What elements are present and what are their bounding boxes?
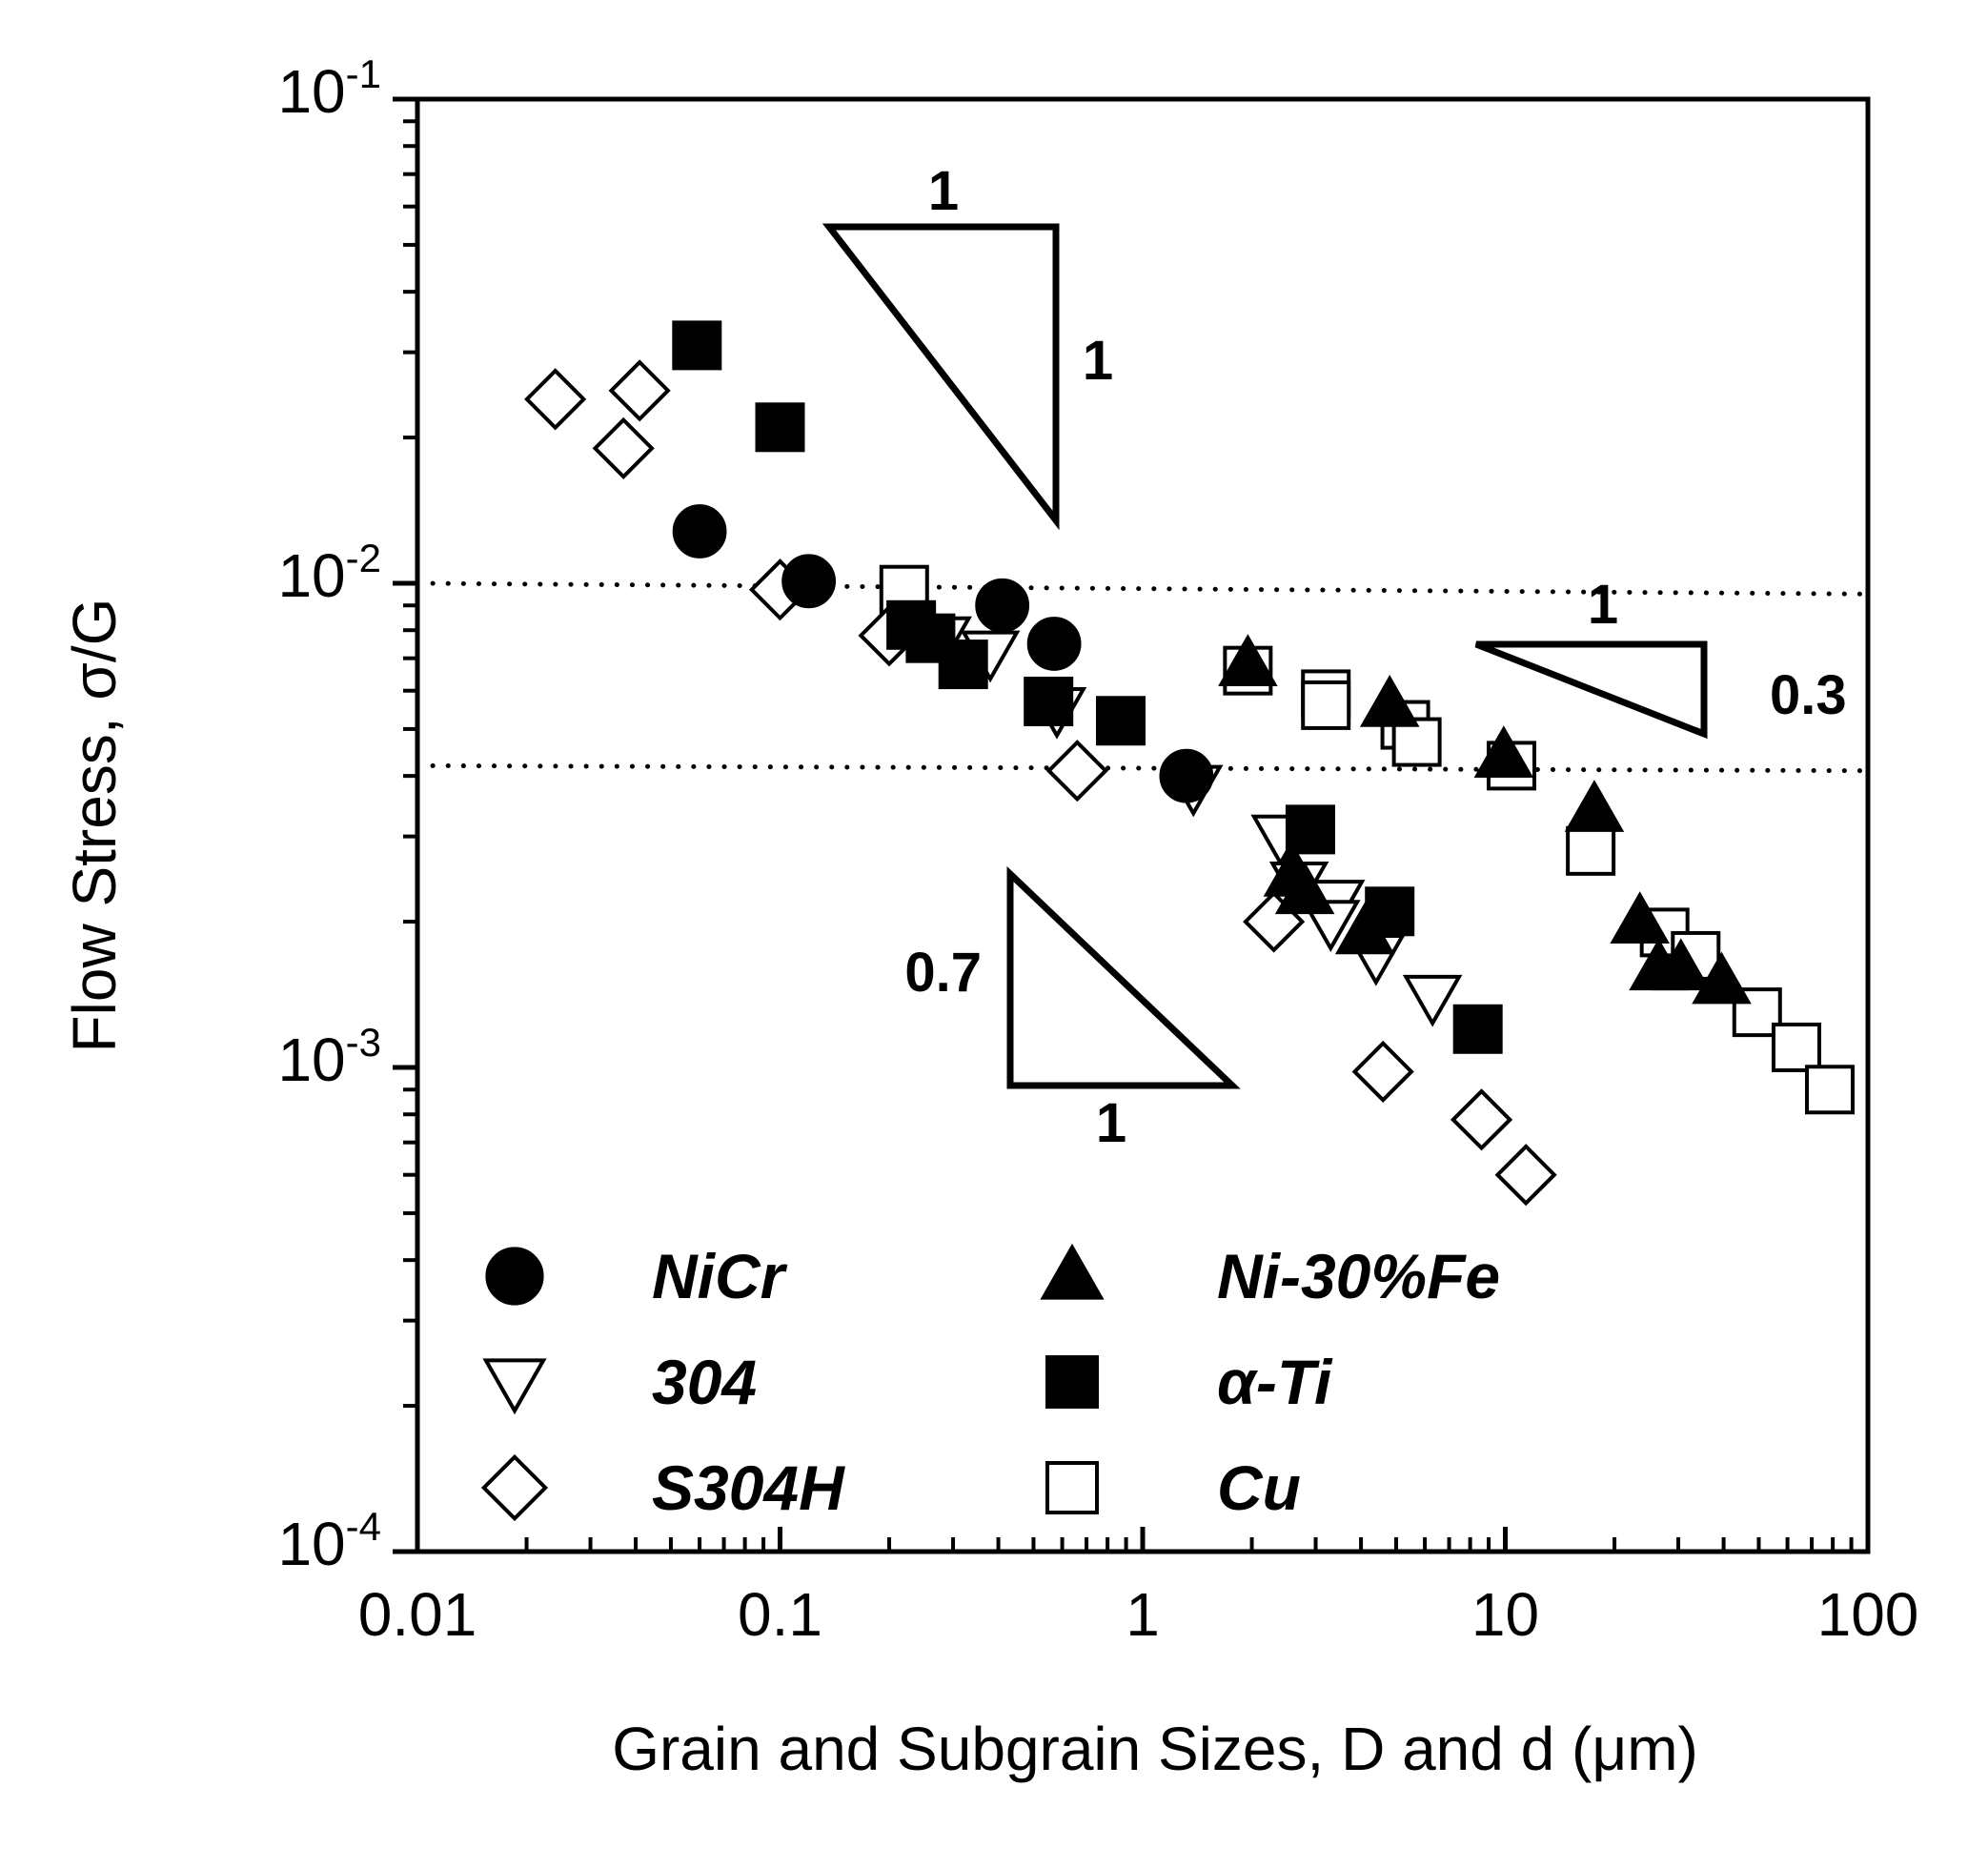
legend-label-s304h: S304H — [652, 1452, 845, 1523]
slope-run-label: 1 — [928, 160, 959, 222]
point-cu — [1566, 825, 1616, 876]
point-cu — [1804, 1065, 1855, 1115]
slope-triangle — [1006, 865, 1241, 1089]
point-s304h — [1045, 740, 1108, 802]
x-tick-label: 0.01 — [358, 1580, 477, 1649]
axes — [415, 96, 1871, 1554]
slope-triangles — [822, 223, 1708, 1089]
legend-marker-nicr — [485, 1247, 544, 1306]
tick-labels: 0.01 0.1 1 10 100 10-4 10-3 10-2 10-1 — [277, 51, 1918, 1649]
y-tick-label: 10-2 — [277, 536, 381, 610]
slope-triangle — [822, 223, 1060, 531]
legend-label-nicr: NiCr — [652, 1241, 788, 1311]
legend-label-ni-30-fe: Ni-30%Fe — [1217, 1241, 1500, 1311]
axis-ticks — [393, 96, 1871, 1554]
point-ti — [1285, 804, 1335, 855]
point-ti — [672, 320, 722, 371]
point-ti — [1024, 677, 1074, 727]
point-nicr — [672, 504, 727, 558]
legend-label-ti: α-Ti — [1217, 1347, 1333, 1417]
point-ni-30-fe — [1473, 725, 1534, 779]
point-s304h — [1351, 1040, 1414, 1104]
point-ti — [1095, 696, 1146, 746]
point-ni-30-fe — [1218, 634, 1278, 686]
legend-label-304: 304 — [652, 1347, 757, 1417]
y-tick-label: 10-3 — [277, 1020, 381, 1094]
point-ni-30-fe — [1274, 862, 1335, 915]
point-s304h — [1450, 1088, 1513, 1151]
point-ni-30-fe — [1610, 891, 1670, 944]
y-axis-title: Flow Stress, σ/G — [60, 599, 129, 1053]
x-tick-label: 1 — [1126, 1580, 1160, 1649]
point-ni-30-fe — [1651, 938, 1712, 991]
point-s304h — [608, 359, 671, 422]
point-nicr — [781, 554, 837, 609]
dotted-reference-line — [415, 762, 1871, 774]
legend-marker-s304h — [480, 1453, 549, 1522]
x-tick-label: 100 — [1817, 1580, 1919, 1649]
x-tick-label: 10 — [1471, 1580, 1539, 1649]
plot-frame — [415, 96, 1871, 1554]
point-s304h — [592, 416, 655, 479]
slope-rise-label: 1 — [1083, 330, 1113, 392]
data-points — [524, 320, 1855, 1207]
legend-marker-ni-30-fe — [1040, 1243, 1105, 1300]
y-tick-label: 10-1 — [277, 51, 381, 126]
legend-marker-cu — [1045, 1461, 1099, 1514]
point-nicr — [1159, 748, 1214, 803]
point-nicr — [1026, 617, 1082, 671]
point-ti — [938, 640, 988, 690]
slope-run-label: 1 — [1096, 1092, 1126, 1154]
slope-triangle — [1474, 640, 1708, 740]
slope-rise-label: 0.7 — [904, 942, 982, 1004]
point-ni-30-fe — [1564, 780, 1625, 832]
x-axis-title: Grain and Subgrain Sizes, D and d (μm) — [612, 1715, 1698, 1783]
point-ti — [1452, 1004, 1503, 1054]
y-tick-label: 10-4 — [277, 1504, 381, 1578]
slope-triangle-labels: 1 1 1 0.7 1 0.3 — [904, 160, 1846, 1154]
x-tick-label: 0.1 — [738, 1580, 822, 1649]
point-ti — [755, 402, 805, 453]
dotted-reference-line — [415, 580, 1871, 597]
legend-marker-ti — [1045, 1355, 1099, 1409]
point-cu — [1301, 680, 1351, 730]
slope-rise-label: 0.3 — [1770, 664, 1847, 726]
legend-marker-304 — [482, 1358, 547, 1415]
point-ti — [1365, 886, 1415, 937]
point-304 — [1402, 974, 1463, 1027]
point-ni-30-fe — [1692, 951, 1752, 1005]
slope-run-label: 1 — [1588, 574, 1618, 636]
point-ni-30-fe — [1359, 675, 1420, 727]
point-s304h — [524, 368, 587, 431]
legend: NiCr 304 S304H Ni-30%Fe α-Ti Cu — [480, 1241, 1500, 1523]
point-nicr — [975, 578, 1030, 633]
point-s304h — [1494, 1144, 1557, 1207]
legend-label-cu: Cu — [1217, 1452, 1301, 1523]
point-cu — [1771, 1022, 1821, 1072]
